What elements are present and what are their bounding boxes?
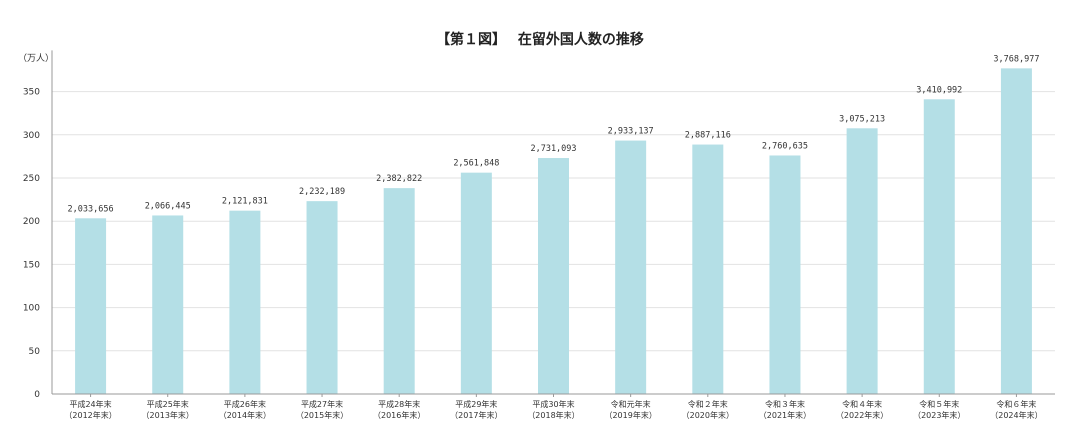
bar — [692, 144, 724, 394]
x-tick-sublabel: （2018年末） — [527, 410, 579, 420]
y-tick-label: 50 — [29, 347, 41, 357]
x-tick-label: 令和２年末 — [688, 399, 728, 409]
data-label: 3,410,992 — [916, 85, 962, 95]
x-tick-label: 平成29年末 — [455, 399, 497, 409]
x-tick-sublabel: （2013年末） — [142, 410, 194, 420]
bars — [75, 68, 1032, 395]
data-labels: 2,033,656 2,066,445 2,121,831 2,232,189 2,38… — [68, 54, 1040, 214]
y-tick-label: 250 — [23, 174, 40, 184]
x-tick-sublabel: （2016年末） — [373, 410, 425, 420]
bar — [460, 172, 492, 394]
x-tick-sublabel: （2023年末） — [913, 410, 965, 420]
x-tick-sublabel: （2020年末） — [682, 410, 734, 420]
x-tick-label: 平成24年末 — [69, 399, 111, 409]
chart-title: 【第１図】 在留外国人数の推移 — [436, 31, 644, 48]
bar — [152, 215, 184, 394]
data-label: 2,121,831 — [222, 197, 268, 207]
data-label: 2,033,656 — [68, 204, 114, 214]
data-label: 2,066,445 — [145, 201, 191, 211]
bar — [306, 201, 338, 394]
bar — [383, 188, 415, 394]
data-label: 2,232,189 — [299, 187, 345, 197]
bar — [769, 155, 801, 394]
y-tick-label: 200 — [23, 217, 40, 227]
x-tick-label: 令和５年末 — [919, 399, 959, 409]
data-label: 2,731,093 — [530, 144, 576, 154]
x-tick-label: 平成27年末 — [301, 399, 343, 409]
data-label: 2,887,116 — [685, 131, 731, 141]
y-tick-label: 300 — [23, 131, 40, 141]
x-tick-sublabel: （2015年末） — [296, 410, 348, 420]
data-label: 2,561,848 — [453, 159, 499, 169]
data-label: 3,075,213 — [839, 114, 885, 124]
bar — [75, 218, 107, 394]
data-label: 2,933,137 — [608, 127, 654, 137]
x-tick-label: 令和元年末 — [611, 399, 651, 409]
x-tick-sublabel: （2014年末） — [219, 410, 271, 420]
x-tick-label: 平成30年末 — [532, 399, 574, 409]
y-tick-label: 350 — [23, 88, 40, 98]
x-tick-sublabel: （2019年末） — [604, 410, 656, 420]
y-tick-label: 150 — [23, 260, 40, 270]
x-tick-label: 平成25年末 — [147, 399, 189, 409]
x-tick-label: 令和４年末 — [842, 399, 882, 409]
bar — [538, 158, 569, 394]
x-tick-sublabel: （2017年末） — [450, 410, 502, 420]
data-label: 2,382,822 — [376, 174, 422, 184]
x-tick-sublabel: （2012年末） — [64, 410, 116, 420]
bar — [615, 140, 647, 394]
data-label: 3,768,977 — [993, 54, 1039, 64]
x-axis-ticks: 平成24年末（2012年末） 平成25年末（2013年末） 平成26年末（2014年… — [64, 394, 1043, 420]
data-label: 2,760,635 — [762, 141, 808, 151]
bar — [229, 210, 261, 394]
x-tick-label: 平成28年末 — [378, 399, 420, 409]
bar — [1000, 68, 1032, 395]
x-tick-sublabel: （2024年末） — [990, 410, 1042, 420]
y-axis-ticks: 0 50 100 150 200 250 300 350 — [23, 88, 40, 400]
y-axis-unit-label: （万人） — [18, 53, 54, 64]
x-tick-label: 令和６年末 — [996, 399, 1036, 409]
x-tick-label: 平成26年末 — [224, 399, 266, 409]
y-tick-label: 0 — [34, 390, 40, 400]
x-tick-sublabel: （2022年末） — [836, 410, 888, 420]
y-tick-label: 100 — [23, 304, 40, 314]
x-tick-sublabel: （2021年末） — [759, 410, 811, 420]
bar — [923, 99, 955, 395]
x-tick-label: 令和３年末 — [765, 399, 805, 409]
bar — [846, 128, 878, 395]
